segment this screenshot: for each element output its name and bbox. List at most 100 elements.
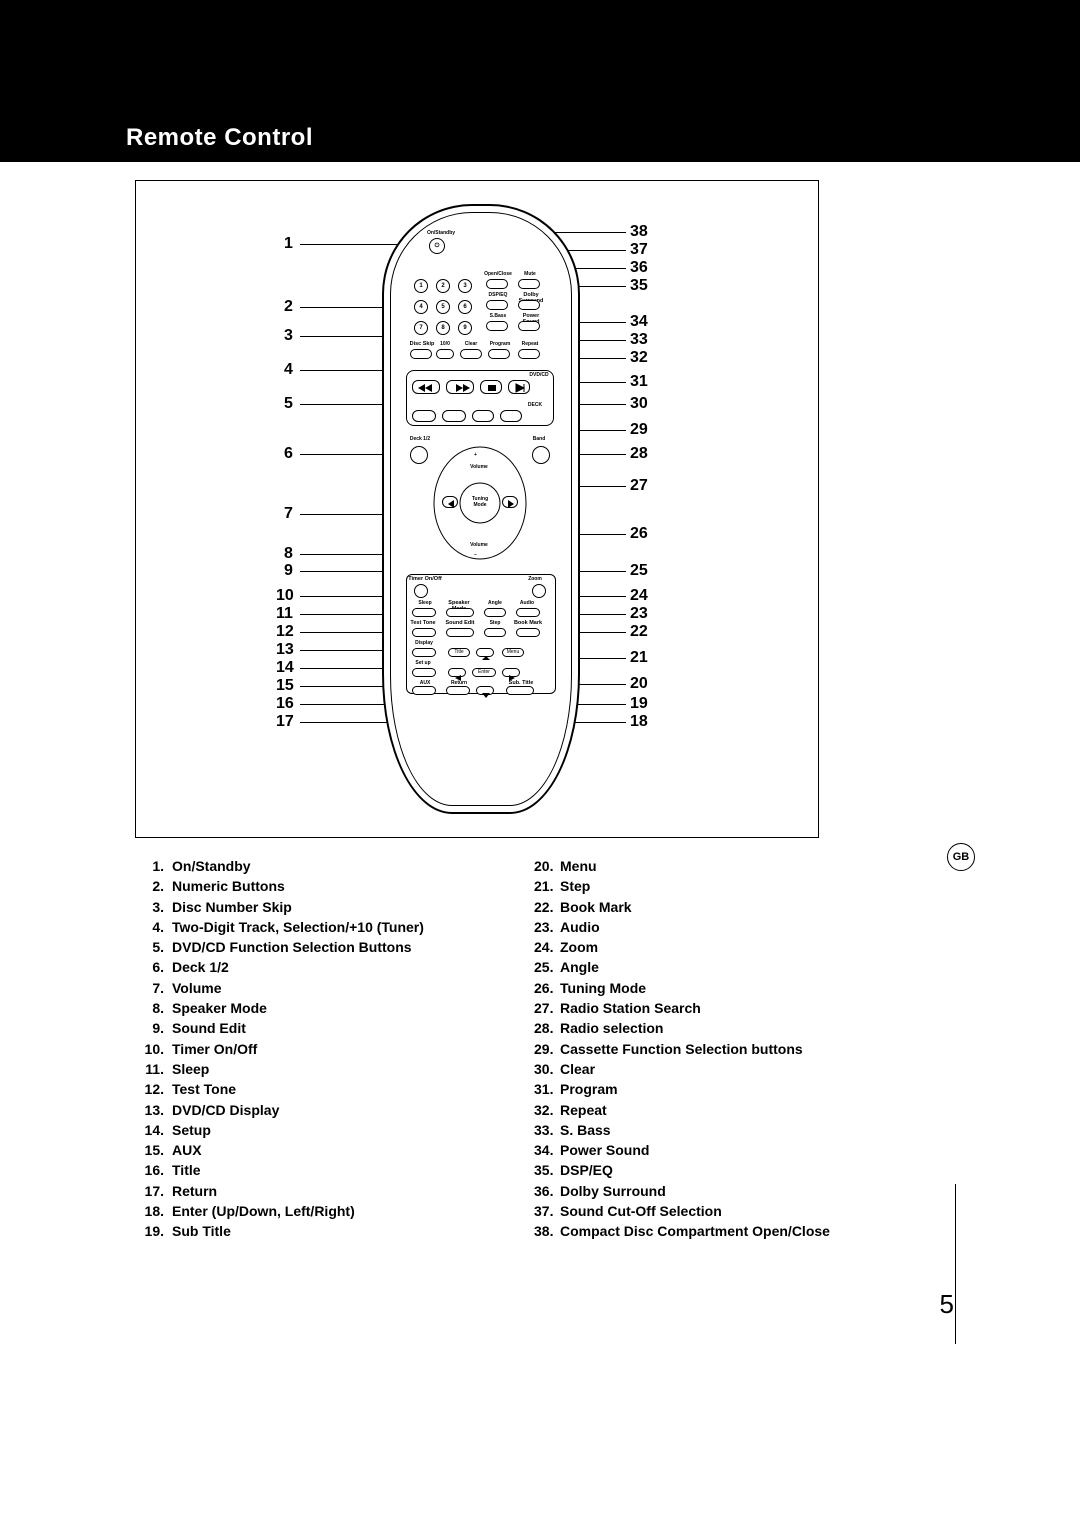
label-sbass: S.Bass	[484, 313, 512, 319]
label-dsp-eq: DSP/EQ	[484, 292, 512, 298]
legend-item: 9.Sound Edit	[138, 1018, 534, 1038]
legend-item: 4.Two-Digit Track, Selection/+10 (Tuner)	[138, 917, 534, 937]
callout-left-16: 16	[276, 695, 294, 713]
label-tuning-mode: Tuning Mode	[468, 496, 492, 508]
legend-item: 33.S. Bass	[534, 1120, 858, 1140]
title-band: Remote Control	[0, 0, 1080, 162]
legend-item: 29.Cassette Function Selection buttons	[534, 1039, 858, 1059]
callout-left-11: 11	[276, 605, 293, 623]
legend-item: 3.Disc Number Skip	[138, 897, 534, 917]
legend-item: 21.Step	[534, 876, 858, 896]
label-volume-plus: Volume	[464, 464, 494, 470]
callout-left-17: 17	[276, 713, 294, 731]
callout-left-3: 3	[284, 327, 293, 345]
callout-left-10: 10	[276, 587, 294, 605]
legend-item: 14.Setup	[138, 1120, 534, 1140]
legend-item: 8.Speaker Mode	[138, 998, 534, 1018]
callout-right-19: 19	[630, 695, 648, 713]
callout-left-7: 7	[284, 505, 293, 523]
side-rule	[955, 1184, 956, 1344]
page-number: 5	[940, 1289, 954, 1320]
legend-item: 28.Radio selection	[534, 1018, 858, 1038]
callout-right-34: 34	[630, 313, 648, 331]
callout-left-15: 15	[276, 677, 294, 695]
label-angle: Angle	[484, 600, 506, 606]
legend-item: 27.Radio Station Search	[534, 998, 858, 1018]
callout-left-4: 4	[284, 361, 293, 379]
legend-item: 32.Repeat	[534, 1100, 858, 1120]
label-repeat: Repeat	[518, 341, 542, 347]
callout-right-31: 31	[630, 373, 648, 391]
legend-item: 38.Compact Disc Compartment Open/Close	[534, 1221, 858, 1241]
callout-right-33: 33	[630, 331, 648, 349]
callout-right-26: 26	[630, 525, 648, 543]
callout-right-38: 38	[630, 223, 648, 241]
remote-outline: On/Standby ⏻ 1 2 3 4 5 6 7 8 9 Open/Clos…	[376, 196, 586, 822]
label-disc-skip: Disc Skip	[408, 341, 436, 347]
callout-right-36: 36	[630, 259, 648, 277]
label-audio: Audio	[516, 600, 538, 606]
label-enter: Enter	[472, 668, 496, 677]
label-zoom: Zoom	[524, 576, 546, 582]
callout-left-2: 2	[284, 298, 293, 316]
legend-item: 24.Zoom	[534, 937, 858, 957]
legend-item: 13.DVD/CD Display	[138, 1100, 534, 1120]
legend-item: 37.Sound Cut-Off Selection	[534, 1201, 858, 1221]
label-sleep: Sleep	[414, 600, 436, 606]
callout-right-18: 18	[630, 713, 648, 731]
legend-item: 25.Angle	[534, 957, 858, 977]
legend-item: 26.Tuning Mode	[534, 978, 858, 998]
label-test-tone: Test Tone	[408, 620, 438, 626]
label-open-close: Open/Close	[484, 271, 512, 277]
legend-item: 34.Power Sound	[534, 1140, 858, 1160]
callout-right-25: 25	[630, 562, 648, 580]
label-volume-minus: Volume	[464, 542, 494, 548]
label-dvdcd: DVD/CD	[524, 372, 554, 378]
callout-right-30: 30	[630, 395, 648, 413]
legend-item: 2.Numeric Buttons	[138, 876, 534, 896]
legend-item: 31.Program	[534, 1079, 858, 1099]
legend-item: 20.Menu	[534, 856, 858, 876]
label-10-0: 10/0	[436, 341, 454, 347]
legend-col-right: 20.Menu21.Step22.Book Mark23.Audio24.Zoo…	[534, 856, 858, 1242]
legend-item: 5.DVD/CD Function Selection Buttons	[138, 937, 534, 957]
callout-left-6: 6	[284, 445, 293, 463]
callout-right-37: 37	[630, 241, 648, 259]
legend-item: 18.Enter (Up/Down, Left/Right)	[138, 1201, 534, 1221]
legend-item: 36.Dolby Surround	[534, 1181, 858, 1201]
callout-right-20: 20	[630, 675, 648, 693]
label-on-standby: On/Standby	[423, 230, 459, 236]
legend-item: 19.Sub Title	[138, 1221, 534, 1241]
callout-right-32: 32	[630, 349, 648, 367]
callout-left-9: 9	[284, 562, 293, 580]
callout-right-27: 27	[630, 477, 648, 495]
legend-item: 30.Clear	[534, 1059, 858, 1079]
power-button: ⏻	[429, 238, 445, 254]
legend-item: 12.Test Tone	[138, 1079, 534, 1099]
callout-left-1: 1	[284, 235, 293, 253]
label-display: Display	[410, 640, 438, 646]
callout-left-5: 5	[284, 395, 293, 413]
legend-item: 22.Book Mark	[534, 897, 858, 917]
remote-diagram: 1 2 3 4 5 6 7 8 9 10 11 12 13 14 15 16 1…	[135, 180, 819, 838]
legend-item: 23.Audio	[534, 917, 858, 937]
label-program: Program	[486, 341, 514, 347]
legend: 1.On/Standby2.Numeric Buttons3.Disc Numb…	[138, 856, 858, 1242]
pill-mute	[518, 279, 540, 289]
legend-item: 6.Deck 1/2	[138, 957, 534, 977]
legend-item: 1.On/Standby	[138, 856, 534, 876]
gb-badge: GB	[947, 843, 975, 871]
label-deck: DECK	[524, 402, 546, 408]
callout-right-24: 24	[630, 587, 648, 605]
callout-right-21: 21	[630, 649, 648, 667]
label-step: Step	[484, 620, 506, 626]
label-clear: Clear	[460, 341, 482, 347]
legend-item: 17.Return	[138, 1181, 534, 1201]
callout-right-22: 22	[630, 623, 648, 641]
legend-item: 16.Title	[138, 1160, 534, 1180]
callout-left-14: 14	[276, 659, 294, 677]
legend-item: 7.Volume	[138, 978, 534, 998]
legend-item: 10.Timer On/Off	[138, 1039, 534, 1059]
page-title: Remote Control	[126, 124, 313, 152]
label-band: Band	[528, 436, 550, 442]
